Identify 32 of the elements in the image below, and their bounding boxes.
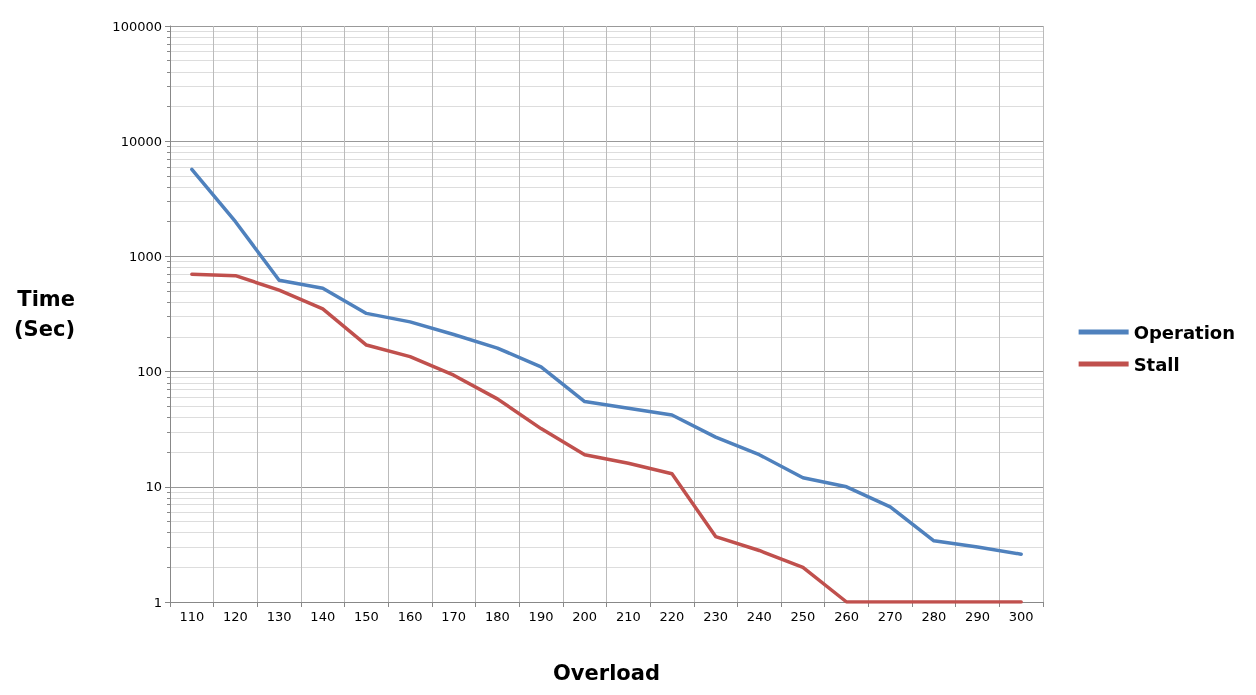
x-tick-label: 120 — [223, 609, 248, 624]
x-tick-label: 250 — [790, 609, 816, 624]
x-tick-label: 300 — [1008, 609, 1034, 624]
x-tick-label: 260 — [834, 609, 859, 624]
x-tick-label: 220 — [659, 609, 685, 624]
y-tick-label: 10 — [145, 479, 162, 495]
x-tick-label: 200 — [572, 609, 598, 624]
x-tick-label: 130 — [266, 609, 292, 624]
x-tick-label: 140 — [310, 609, 336, 624]
y-tick-label: 100000 — [112, 18, 162, 34]
x-tick-label: 190 — [528, 609, 554, 624]
x-tick-label: 270 — [877, 609, 903, 624]
x-tick-label: 110 — [179, 609, 205, 624]
x-tick-label: 230 — [703, 609, 729, 624]
line-series — [190, 272, 1023, 604]
x-tick-label: 160 — [397, 609, 423, 624]
line-series — [190, 167, 1023, 556]
legend-label: Operation — [1133, 321, 1235, 343]
x-tick-label: 210 — [615, 609, 641, 624]
x-tick-label: 290 — [965, 609, 990, 624]
x-tick-label: 240 — [746, 609, 772, 624]
x-tick-label: 150 — [354, 609, 379, 624]
y-axis-title: Time (Sec) — [13, 287, 75, 341]
y-tick-label: 100 — [137, 364, 162, 380]
y-tick-label: 10000 — [120, 133, 162, 149]
y-tick-label: 1 — [153, 594, 162, 610]
x-axis-title: Overload — [553, 660, 660, 685]
x-tick-label: 280 — [921, 609, 947, 624]
x-tick-label: 170 — [441, 609, 467, 624]
y-tick-label: 1000 — [128, 248, 162, 264]
x-tick-label: 180 — [484, 609, 510, 624]
legend-label: Stall — [1133, 353, 1180, 375]
